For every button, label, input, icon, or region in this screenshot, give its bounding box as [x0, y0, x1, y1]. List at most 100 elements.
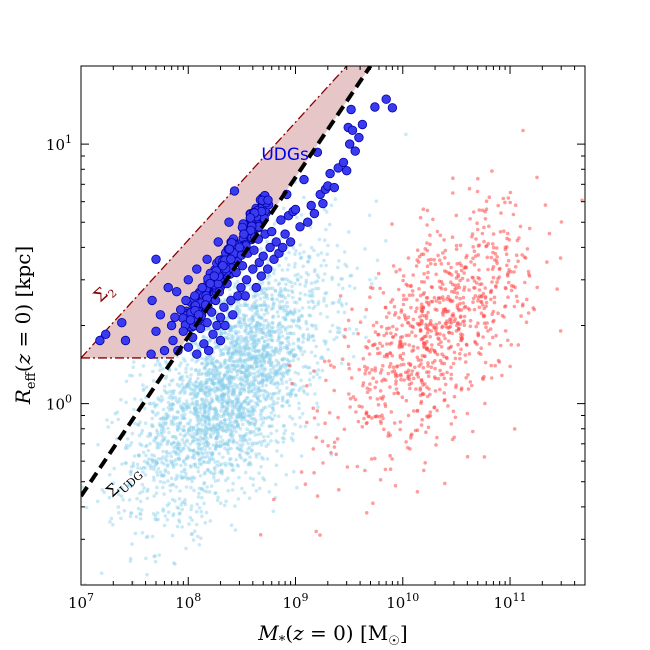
- blue-cloud-point: [175, 476, 179, 480]
- blue-cloud-point: [222, 392, 227, 397]
- red-cloud-point: [315, 494, 320, 498]
- blue-cloud-point: [275, 370, 279, 374]
- blue-cloud-point: [209, 396, 214, 401]
- blue-cloud-point: [229, 326, 234, 330]
- blue-cloud-point: [235, 415, 240, 419]
- blue-cloud-point: [261, 346, 266, 351]
- blue-cloud-point: [170, 389, 175, 394]
- blue-cloud-point: [292, 331, 296, 336]
- red-cloud-point: [462, 271, 467, 275]
- red-cloud-point: [413, 309, 418, 314]
- blue-cloud-point: [261, 378, 265, 383]
- blue-cloud-point: [251, 315, 255, 319]
- blue-cloud-point: [230, 425, 234, 430]
- blue-cloud-point: [318, 312, 323, 316]
- blue-cloud-point: [213, 425, 217, 429]
- blue-cloud-point: [242, 400, 246, 404]
- blue-cloud-point: [207, 490, 212, 494]
- blue-cloud-point: [262, 388, 266, 393]
- red-cloud-point: [503, 200, 507, 205]
- red-cloud-point: [429, 329, 434, 333]
- blue-cloud-point: [271, 306, 275, 311]
- blue-cloud-point: [219, 348, 224, 352]
- blue-cloud-point: [197, 491, 201, 496]
- blue-cloud-point: [205, 356, 210, 361]
- blue-cloud-point: [322, 258, 326, 263]
- red-cloud-point: [348, 405, 352, 409]
- blue-cloud-point: [307, 313, 312, 318]
- blue-cloud-point: [157, 441, 161, 446]
- blue-cloud-point: [169, 419, 174, 423]
- blue-cloud-point: [243, 329, 247, 334]
- blue-cloud-point: [250, 399, 254, 403]
- blue-cloud-point: [284, 345, 289, 350]
- blue-cloud-point: [252, 371, 257, 376]
- red-cloud-point: [367, 339, 371, 344]
- red-cloud-point: [525, 247, 530, 251]
- blue-cloud-point: [205, 428, 209, 433]
- red-cloud-point: [425, 394, 430, 399]
- blue-cloud-point: [265, 239, 269, 244]
- blue-cloud-point: [242, 415, 246, 420]
- blue-cloud-point: [236, 407, 241, 412]
- blue-cloud-point: [261, 393, 266, 397]
- blue-cloud-point: [172, 389, 176, 393]
- blue-cloud-point: [238, 317, 243, 321]
- blue-cloud-point: [235, 407, 240, 412]
- blue-cloud-point: [265, 373, 269, 377]
- blue-cloud-point: [269, 363, 273, 367]
- udg-point: [263, 195, 273, 205]
- red-cloud-point: [477, 208, 482, 212]
- red-cloud-point: [505, 236, 509, 241]
- red-cloud-point: [378, 371, 383, 375]
- blue-cloud-point: [252, 417, 257, 421]
- blue-cloud-point: [219, 394, 224, 399]
- blue-cloud-point: [231, 440, 235, 445]
- blue-cloud-point: [172, 459, 176, 464]
- blue-cloud-point: [159, 430, 164, 434]
- red-cloud-point: [365, 421, 369, 425]
- blue-cloud-point: [267, 360, 272, 364]
- blue-cloud-point: [247, 385, 251, 390]
- blue-cloud-point: [288, 310, 293, 315]
- blue-cloud-point: [207, 361, 212, 365]
- blue-cloud-point: [227, 461, 231, 466]
- red-cloud-point: [477, 288, 482, 292]
- blue-cloud-point: [290, 311, 294, 316]
- blue-cloud-point: [127, 483, 132, 488]
- blue-cloud-point: [241, 415, 245, 420]
- red-cloud-point: [388, 453, 392, 458]
- blue-cloud-point: [178, 420, 183, 425]
- red-cloud-point: [417, 287, 421, 291]
- blue-cloud-point: [243, 348, 247, 352]
- blue-cloud-point: [272, 222, 277, 226]
- blue-cloud-point: [205, 454, 209, 459]
- blue-cloud-point: [313, 267, 317, 272]
- blue-cloud-point: [187, 427, 191, 432]
- blue-cloud-point: [335, 330, 340, 335]
- red-cloud-point: [401, 302, 406, 307]
- red-cloud-point: [431, 360, 435, 365]
- blue-cloud-point: [234, 349, 239, 353]
- red-cloud-point: [375, 346, 380, 351]
- blue-cloud-point: [261, 330, 266, 335]
- udgs-annotation: UDGs: [261, 145, 309, 165]
- blue-cloud-point: [171, 378, 175, 382]
- red-cloud-point: [451, 191, 455, 195]
- red-cloud-point: [507, 268, 511, 272]
- blue-cloud-point: [226, 427, 231, 432]
- blue-cloud-point: [267, 424, 272, 429]
- blue-cloud-point: [288, 394, 293, 399]
- blue-cloud-point: [267, 345, 271, 349]
- blue-cloud-point: [270, 361, 274, 365]
- blue-cloud-point: [166, 479, 170, 483]
- blue-cloud-point: [250, 355, 254, 360]
- blue-cloud-point: [252, 423, 257, 427]
- blue-cloud-point: [279, 454, 284, 458]
- blue-cloud-point: [315, 279, 320, 284]
- blue-cloud-point: [193, 395, 198, 400]
- blue-cloud-point: [256, 325, 261, 330]
- red-cloud-point: [484, 207, 489, 211]
- blue-cloud-point: [215, 368, 220, 373]
- blue-cloud-point: [226, 363, 231, 368]
